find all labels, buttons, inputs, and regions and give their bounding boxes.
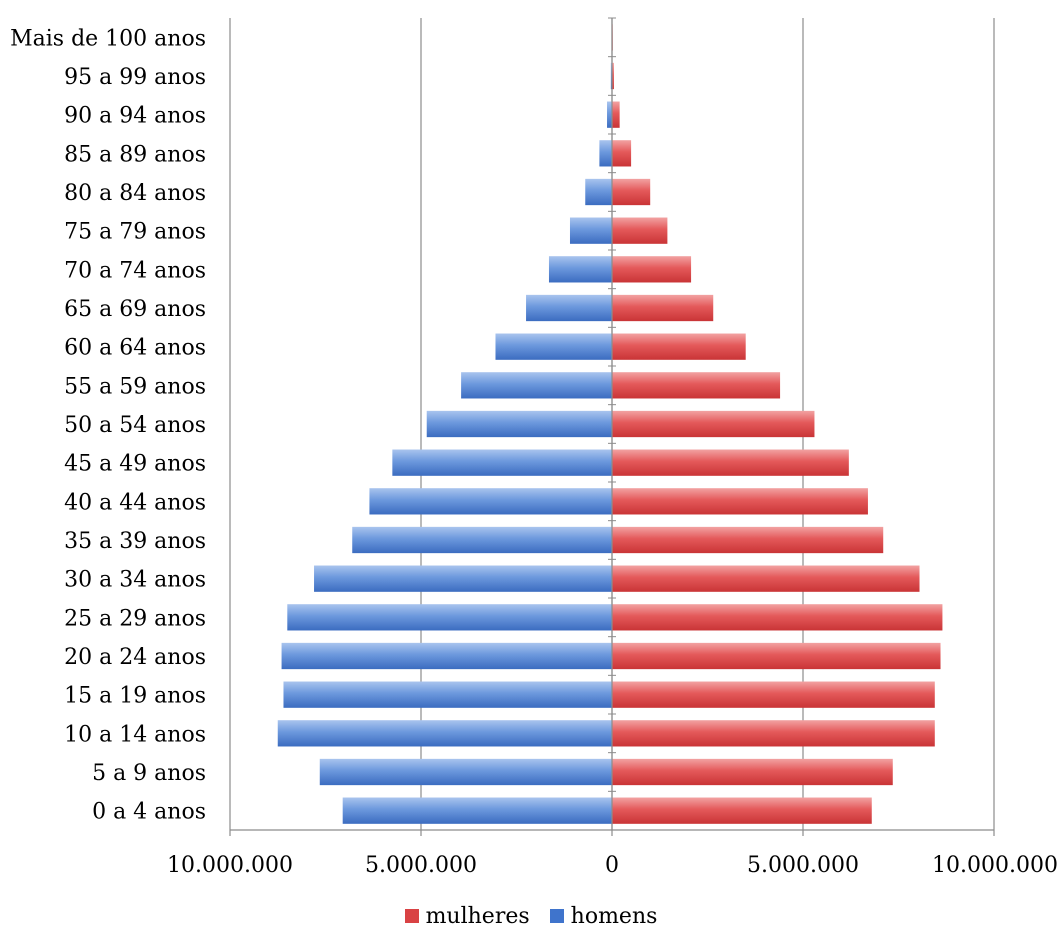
bar-mulheres-4: [612, 642, 941, 670]
category-label: 55 a 59 anos: [64, 374, 206, 399]
legend-swatch-mulheres: [404, 909, 419, 923]
category-label: 90 a 94 anos: [64, 104, 206, 129]
bar-mulheres-9: [612, 449, 849, 476]
legend-label-mulheres: mulheres: [425, 903, 530, 929]
legend-item-mulheres: mulheres: [404, 903, 530, 929]
bar-mulheres-3: [612, 681, 935, 708]
x-tick-labels: 10.000.000 5.000.000 0 5.000.000 10.000.000: [167, 853, 1058, 878]
bar-mulheres-14: [612, 256, 692, 283]
category-label: 10 a 14 anos: [64, 722, 206, 747]
category-label: 80 a 84 anos: [64, 181, 206, 206]
bar-homens-10: [426, 410, 612, 438]
x-tick-label: 5.000.000: [747, 853, 859, 878]
legend-swatch-homens: [549, 909, 564, 923]
category-label: 85 a 89 anos: [64, 142, 206, 167]
bar-mulheres-1: [612, 758, 893, 786]
bar-mulheres-17: [612, 140, 632, 167]
category-label: 25 a 29 anos: [64, 606, 206, 631]
bar-homens-1: [319, 758, 612, 786]
category-label: 20 a 24 anos: [64, 645, 206, 670]
x-tick-label: 10.000.000: [932, 853, 1058, 878]
bar-mulheres-7: [612, 526, 884, 554]
bar-homens-17: [599, 140, 612, 167]
category-labels: 0 a 4 anos 5 a 9 anos 10 a 14 anos 15 a 19 …: [10, 26, 206, 824]
category-label: 60 a 64 anos: [64, 336, 206, 361]
bar-mulheres-15: [612, 217, 668, 244]
bar-homens-15: [569, 217, 612, 244]
category-label: 50 a 54 anos: [64, 413, 206, 438]
bar-mulheres-16: [612, 178, 651, 206]
category-label: 0 a 4 anos: [92, 800, 206, 825]
bar-homens-7: [352, 526, 612, 554]
bar-mulheres-12: [612, 333, 746, 360]
category-label: 30 a 34 anos: [64, 568, 206, 593]
bar-mulheres-19: [612, 62, 614, 90]
bar-homens-13: [526, 294, 612, 322]
bar-homens-4: [281, 642, 612, 670]
bar-homens-18: [607, 101, 612, 128]
category-label: 95 a 99 anos: [64, 65, 206, 90]
bar-homens-0: [342, 797, 612, 824]
x-tick-label: 0: [605, 853, 619, 878]
bars: [277, 24, 943, 824]
bar-homens-9: [392, 449, 612, 476]
category-label: 45 a 49 anos: [64, 452, 206, 477]
bar-homens-8: [369, 488, 612, 515]
bar-homens-3: [283, 681, 612, 708]
bar-mulheres-5: [612, 604, 943, 631]
legend-label-homens: homens: [570, 903, 658, 929]
bar-homens-11: [461, 372, 612, 399]
bar-mulheres-18: [612, 101, 620, 128]
population-pyramid-chart: 0 a 4 anos 5 a 9 anos 10 a 14 anos 15 a 19 …: [10, 17, 1058, 878]
category-label: 15 a 19 anos: [64, 684, 206, 709]
bar-mulheres-11: [612, 372, 781, 399]
bar-mulheres-0: [612, 797, 872, 824]
x-tick-label: 5.000.000: [365, 853, 477, 878]
category-label: 65 a 69 anos: [64, 297, 206, 322]
category-label: 35 a 39 anos: [64, 529, 206, 554]
category-label: 40 a 44 anos: [64, 490, 206, 515]
bar-mulheres-2: [612, 720, 935, 747]
bar-mulheres-6: [612, 565, 920, 592]
category-label: 5 a 9 anos: [92, 761, 206, 786]
x-tick-label: 10.000.000: [167, 853, 293, 878]
axes: [229, 17, 995, 836]
bar-homens-5: [287, 604, 612, 631]
legend: mulheres homens: [0, 902, 1062, 930]
category-label: Mais de 100 anos: [10, 26, 206, 51]
category-label: 70 a 74 anos: [64, 258, 206, 283]
bar-homens-14: [548, 256, 612, 283]
bar-mulheres-13: [612, 294, 714, 322]
bar-homens-6: [314, 565, 612, 592]
legend-item-homens: homens: [549, 903, 658, 929]
bar-homens-16: [585, 178, 612, 206]
bar-mulheres-8: [612, 488, 868, 515]
category-label: 75 a 79 anos: [64, 220, 206, 245]
bar-homens-12: [495, 333, 612, 360]
bar-mulheres-10: [612, 410, 815, 438]
bar-homens-2: [277, 720, 612, 747]
